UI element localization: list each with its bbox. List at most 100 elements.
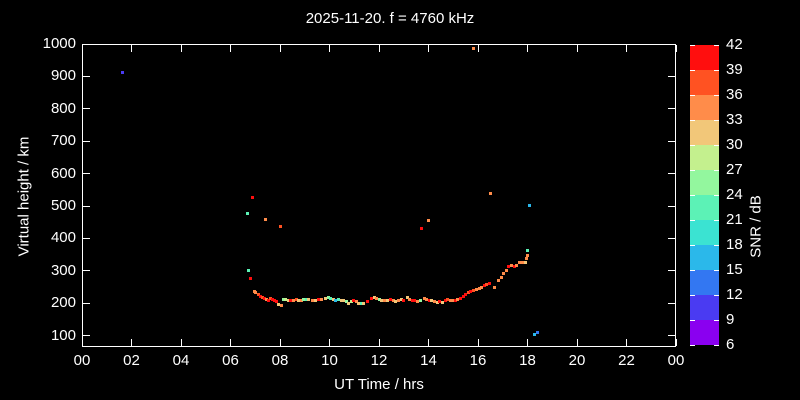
x-tick-label: 18 <box>519 352 536 369</box>
scatter-point <box>299 298 303 302</box>
scatter-point <box>277 303 281 307</box>
scatter-point <box>440 300 444 304</box>
plot-area <box>82 44 676 347</box>
colorbar-segment <box>690 220 719 245</box>
scatter-point <box>517 261 521 265</box>
y-tick-mark <box>83 140 90 142</box>
scatter-point <box>279 224 283 228</box>
colorbar-segment <box>690 295 719 320</box>
scatter-point <box>352 299 356 303</box>
x-tick-mark <box>230 339 231 346</box>
scatter-point <box>444 298 448 302</box>
scatter-point <box>515 263 519 267</box>
scatter-point <box>275 299 279 303</box>
x-tick-label: 08 <box>271 352 289 369</box>
colorbar-tick-mark <box>690 69 695 71</box>
x-tick-label: 02 <box>123 352 140 369</box>
scatter-point <box>326 296 330 300</box>
x-tick-mark <box>626 339 627 346</box>
scatter-point <box>267 298 271 302</box>
scatter-point <box>504 268 508 272</box>
colorbar-tick-mark <box>690 194 695 196</box>
scatter-point <box>430 299 434 303</box>
x-tick-mark <box>428 45 429 52</box>
y-tick-mark <box>83 108 90 110</box>
y-axis-label: Virtual height / km <box>15 136 33 257</box>
scatter-point <box>252 289 256 293</box>
colorbar-tick-mark <box>714 244 719 246</box>
x-tick-mark <box>180 45 182 52</box>
colorbar-tick-label: 33 <box>726 111 743 128</box>
x-tick-mark <box>180 339 182 346</box>
colorbar-segment <box>690 245 719 270</box>
y-tick-label: 1000 <box>42 35 76 52</box>
scatter-point <box>432 299 436 303</box>
x-tick-mark <box>477 339 479 346</box>
scatter-point <box>273 299 277 303</box>
y-tick-mark <box>668 237 675 239</box>
colorbar-segment <box>690 145 719 170</box>
scatter-point <box>256 293 260 296</box>
scatter-point <box>399 298 403 302</box>
y-tick-mark <box>668 43 675 45</box>
y-tick-mark <box>668 75 675 77</box>
scatter-point <box>281 298 285 302</box>
scatter-point <box>487 281 491 285</box>
x-tick-mark <box>81 339 83 346</box>
scatter-point <box>454 298 458 302</box>
x-tick-mark <box>626 45 627 52</box>
scatter-point <box>524 257 528 261</box>
scatter-point <box>458 296 462 300</box>
scatter-point <box>246 211 250 215</box>
colorbar-tick-mark <box>690 244 695 246</box>
scatter-point <box>485 282 489 286</box>
x-tick-mark <box>576 45 578 52</box>
y-tick-label: 600 <box>50 164 76 182</box>
scatter-point <box>523 261 527 265</box>
scatter-point <box>427 218 430 222</box>
scatter-point <box>397 298 401 302</box>
x-tick-mark <box>131 45 132 52</box>
y-tick-mark <box>668 205 675 207</box>
colorbar-tick-mark <box>690 269 695 271</box>
scatter-point <box>427 298 431 302</box>
scatter-point <box>500 275 503 279</box>
y-tick-mark <box>83 335 90 337</box>
colorbar-tick-mark <box>714 119 719 121</box>
colorbar-tick-mark <box>714 294 719 296</box>
y-tick-mark <box>668 108 675 110</box>
colorbar-tick-label: 27 <box>726 161 743 178</box>
y-tick-label: 400 <box>50 229 76 247</box>
y-tick-mark <box>668 173 675 175</box>
scatter-point <box>279 303 283 307</box>
scatter-point <box>435 300 439 304</box>
scatter-point <box>289 299 293 303</box>
x-tick-mark <box>675 339 677 346</box>
colorbar-tick-label: 6 <box>726 336 735 353</box>
colorbar-tick-label: 30 <box>726 136 743 153</box>
y-tick-mark <box>83 205 90 207</box>
x-tick-mark <box>279 339 281 346</box>
x-tick-mark <box>428 339 429 346</box>
scatter-point <box>314 299 318 303</box>
x-tick-mark <box>81 45 83 52</box>
scatter-point <box>354 300 358 304</box>
scatter-point <box>526 253 529 257</box>
colorbar-tick-label: 15 <box>726 261 743 278</box>
x-tick-label: 12 <box>370 352 388 369</box>
x-tick-mark <box>527 45 528 52</box>
scatter-point <box>536 330 540 334</box>
colorbar-segment <box>690 270 719 295</box>
colorbar-tick-mark <box>714 344 719 346</box>
colorbar-tick-mark <box>714 319 719 321</box>
scatter-point <box>372 296 376 300</box>
scatter-point <box>482 284 486 288</box>
x-axis-label: UT Time / hrs <box>334 376 424 393</box>
x-tick-mark <box>329 45 330 52</box>
scatter-point <box>419 227 423 231</box>
colorbar-tick-mark <box>714 269 719 271</box>
y-tick-mark <box>83 173 90 175</box>
scatter-point <box>377 298 381 302</box>
y-tick-mark <box>83 237 90 239</box>
scatter-point <box>292 298 296 302</box>
